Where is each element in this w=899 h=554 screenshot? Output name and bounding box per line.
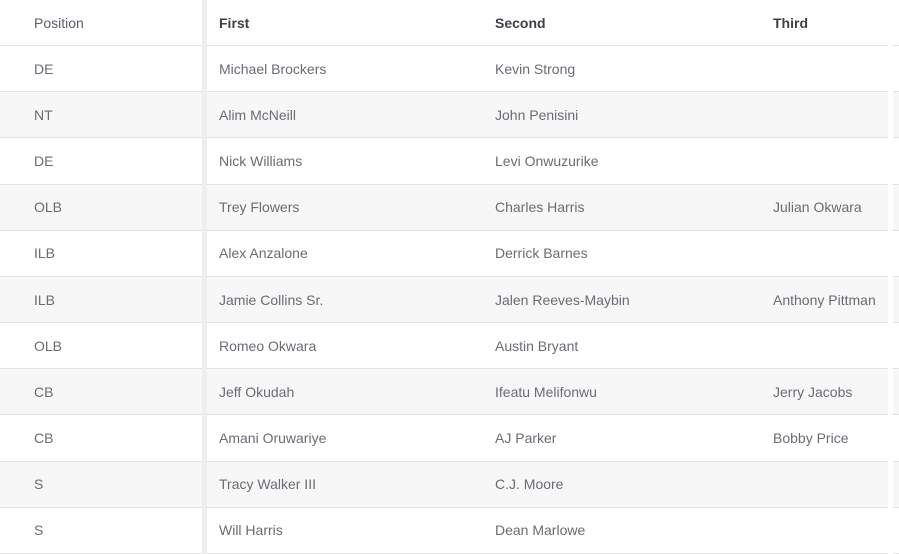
column-divider xyxy=(202,92,207,139)
cutoff-column xyxy=(893,461,899,508)
third-string-player-cell xyxy=(761,323,888,368)
cutoff-column xyxy=(893,0,899,47)
column-divider xyxy=(202,461,207,508)
table-row: ILB Jamie Collins Sr. Jalen Reeves-Maybi… xyxy=(0,276,899,324)
second-string-player-cell: Charles Harris xyxy=(495,199,585,216)
third-string-player-cell: Anthony Pittman xyxy=(773,291,876,308)
cutoff-column xyxy=(893,230,899,277)
table-row: DE Michael Brockers Kevin Strong xyxy=(0,46,899,93)
column-divider xyxy=(202,184,207,231)
position-cell: S xyxy=(0,461,202,508)
first-string-player-cell: Tracy Walker III xyxy=(219,476,316,493)
column-divider xyxy=(202,507,207,554)
cutoff-column xyxy=(893,369,899,416)
column-divider xyxy=(202,276,207,324)
second-string-player-cell: Austin Bryant xyxy=(495,337,579,354)
column-divider xyxy=(202,323,207,370)
first-string-player-cell: Alex Anzalone xyxy=(219,245,308,262)
right-gutter xyxy=(888,369,893,416)
table-row: S Will Harris Dean Marlowe xyxy=(0,507,899,554)
second-string-player-cell: Levi Onwuzurike xyxy=(495,153,599,170)
third-string-player-cell xyxy=(761,462,888,507)
first-string-player-cell: Romeo Okwara xyxy=(219,337,317,354)
position-cell: CB xyxy=(0,415,202,462)
column-divider xyxy=(202,415,207,462)
right-gutter xyxy=(888,92,893,139)
cutoff-column xyxy=(893,507,899,554)
right-gutter xyxy=(888,184,893,231)
second-string-player-cell: Dean Marlowe xyxy=(495,522,586,539)
third-string-player-cell xyxy=(761,508,888,553)
first-string-player-cell: Alim McNeill xyxy=(219,106,296,123)
third-string-player-cell: Jerry Jacobs xyxy=(773,383,853,400)
column-header-third: Third xyxy=(773,14,808,31)
right-gutter xyxy=(888,46,893,93)
column-divider xyxy=(202,230,207,277)
third-string-player-cell xyxy=(761,46,888,91)
first-string-player-cell: Nick Williams xyxy=(219,153,303,170)
table-row: OLB Trey Flowers Charles Harris Julian O… xyxy=(0,184,899,231)
position-cell: DE xyxy=(0,46,202,93)
second-string-player-cell: C.J. Moore xyxy=(495,476,564,493)
column-divider xyxy=(202,138,207,185)
second-string-player-cell: John Penisini xyxy=(495,106,579,123)
first-string-player-cell: Michael Brockers xyxy=(219,60,327,77)
position-cell: S xyxy=(0,507,202,554)
second-string-player-cell: Kevin Strong xyxy=(495,60,576,77)
position-cell: OLB xyxy=(0,184,202,231)
right-gutter xyxy=(888,415,893,462)
right-gutter xyxy=(888,323,893,370)
cutoff-column xyxy=(893,138,899,185)
second-string-player-cell: Ifeatu Melifonwu xyxy=(495,383,597,400)
cutoff-column xyxy=(893,184,899,231)
position-cell: DE xyxy=(0,138,202,185)
column-divider xyxy=(202,46,207,93)
third-string-player-cell xyxy=(761,92,888,137)
column-header-first: First xyxy=(219,14,250,31)
table-row: DE Nick Williams Levi Onwuzurike xyxy=(0,138,899,185)
table-row: S Tracy Walker III C.J. Moore xyxy=(0,461,899,508)
column-header-position: Position xyxy=(0,0,202,47)
first-string-player-cell: Jamie Collins Sr. xyxy=(219,291,324,308)
third-string-player-cell xyxy=(761,231,888,276)
cutoff-column xyxy=(893,323,899,370)
first-string-player-cell: Trey Flowers xyxy=(219,199,300,216)
second-string-player-cell: AJ Parker xyxy=(495,429,557,446)
cutoff-column xyxy=(893,92,899,139)
position-cell: ILB xyxy=(0,230,202,277)
table-row: OLB Romeo Okwara Austin Bryant xyxy=(0,323,899,370)
position-cell: CB xyxy=(0,369,202,416)
first-string-player-cell: Jeff Okudah xyxy=(219,383,295,400)
second-string-player-cell: Derrick Barnes xyxy=(495,245,588,262)
second-string-player-cell: Jalen Reeves-Maybin xyxy=(495,291,630,308)
right-gutter xyxy=(888,507,893,554)
column-header-second: Second xyxy=(495,14,546,31)
first-string-player-cell: Will Harris xyxy=(219,522,283,539)
third-string-player-cell: Bobby Price xyxy=(773,429,849,446)
right-gutter xyxy=(888,138,893,185)
right-gutter xyxy=(888,0,893,47)
column-divider xyxy=(202,369,207,416)
third-string-player-cell xyxy=(761,138,888,183)
right-gutter xyxy=(888,461,893,508)
column-divider xyxy=(202,0,207,47)
cutoff-column xyxy=(893,46,899,93)
right-gutter xyxy=(888,230,893,277)
cutoff-column xyxy=(893,415,899,462)
table-row: ILB Alex Anzalone Derrick Barnes xyxy=(0,230,899,277)
position-cell: ILB xyxy=(0,276,202,324)
position-cell: OLB xyxy=(0,323,202,370)
cutoff-column xyxy=(893,276,899,324)
table-row: CB Amani Oruwariye AJ Parker Bobby Price xyxy=(0,415,899,462)
table-row: NT Alim McNeill John Penisini xyxy=(0,92,899,139)
third-string-player-cell: Julian Okwara xyxy=(773,199,862,216)
table-header-row: Position First Second Third xyxy=(0,0,899,47)
table-row: CB Jeff Okudah Ifeatu Melifonwu Jerry Ja… xyxy=(0,369,899,416)
table-body: DE Michael Brockers Kevin Strong NT Alim… xyxy=(0,46,899,554)
first-string-player-cell: Amani Oruwariye xyxy=(219,429,327,446)
right-gutter xyxy=(888,276,893,324)
position-cell: NT xyxy=(0,92,202,139)
